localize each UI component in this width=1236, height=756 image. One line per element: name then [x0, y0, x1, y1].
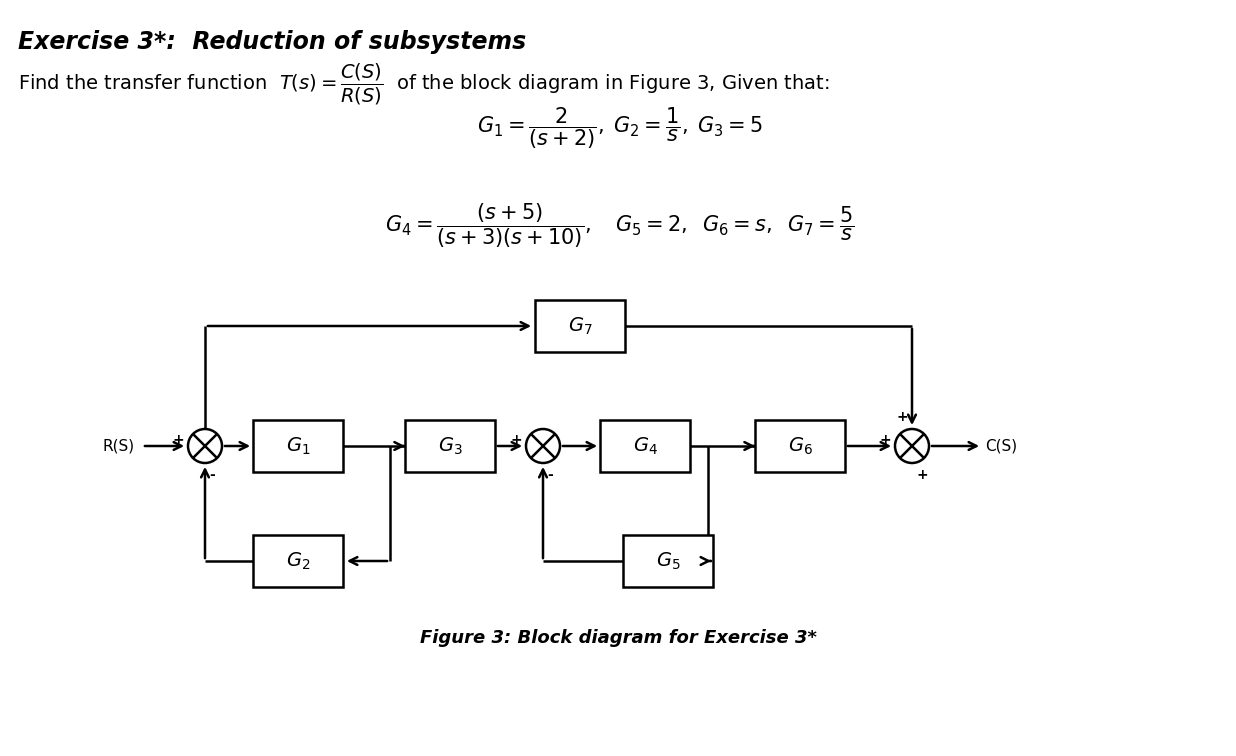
Text: $G_1$: $G_1$	[286, 435, 310, 457]
Text: +: +	[879, 433, 891, 447]
Bar	[599, 420, 690, 472]
Text: $G_4 = \dfrac{(s + 5)}{(s + 3)(s + 10)},\quad G_5 = 2,\;\; G_6 = s,\;\; G_7 = \d: $G_4 = \dfrac{(s + 5)}{(s + 3)(s + 10)},…	[386, 202, 854, 250]
Text: $G_1 = \dfrac{2}{(s + 2)},\; G_2 = \dfrac{1}{s},\; G_3 = 5$: $G_1 = \dfrac{2}{(s + 2)},\; G_2 = \dfra…	[477, 105, 763, 150]
Bar	[405, 420, 494, 472]
Text: $G_4$: $G_4$	[633, 435, 658, 457]
Bar	[755, 420, 845, 472]
Bar	[253, 420, 344, 472]
Text: $G_5$: $G_5$	[655, 550, 680, 572]
Bar	[253, 535, 344, 587]
Bar	[623, 535, 713, 587]
Text: Exercise 3*:  Reduction of subsystems: Exercise 3*: Reduction of subsystems	[19, 30, 527, 54]
Text: R(S): R(S)	[103, 438, 135, 454]
Text: +: +	[916, 468, 928, 482]
Circle shape	[895, 429, 929, 463]
Text: -: -	[209, 468, 215, 482]
Circle shape	[188, 429, 222, 463]
Text: $G_2$: $G_2$	[286, 550, 310, 572]
Text: $G_6$: $G_6$	[787, 435, 812, 457]
Text: -: -	[548, 468, 552, 482]
Bar	[535, 300, 625, 352]
Text: Figure 3: Block diagram for Exercise 3*: Figure 3: Block diagram for Exercise 3*	[419, 629, 817, 647]
Text: +: +	[896, 410, 908, 424]
Text: C(S): C(S)	[985, 438, 1017, 454]
Text: +: +	[172, 433, 184, 447]
Circle shape	[527, 429, 560, 463]
Text: $G_7$: $G_7$	[567, 315, 592, 336]
Text: Find the transfer function  $T(s) = \dfrac{C(S)}{R(S)}$  of the block diagram in: Find the transfer function $T(s) = \dfra…	[19, 62, 829, 107]
Text: $G_3$: $G_3$	[438, 435, 462, 457]
Text: +: +	[510, 433, 522, 447]
